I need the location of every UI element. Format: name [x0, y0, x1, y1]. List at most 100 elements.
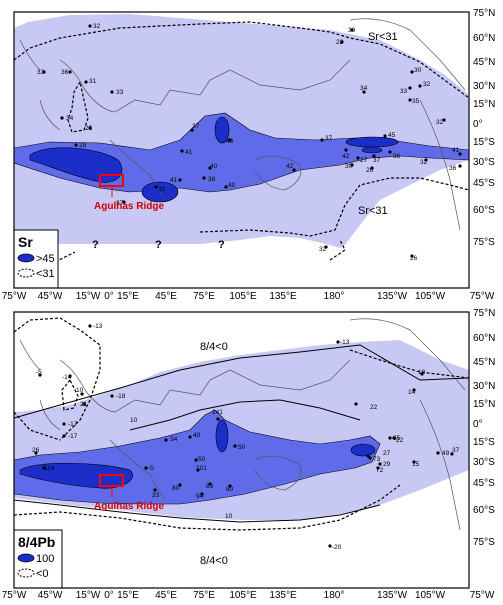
pb-map-panel: -13 -14 -5 -18 10 21 -17 -17 34 40 141 5…: [13, 311, 470, 589]
sr-point-label: 41: [170, 177, 178, 184]
sr-legend-low-label: <31: [36, 268, 55, 280]
sr-point-label: 36: [449, 165, 457, 172]
pb-point-label: 26: [32, 447, 40, 454]
lat-label: 15°N: [473, 399, 495, 410]
pb-point-label: 37: [452, 447, 460, 454]
top-lat-labels: 75°N 60°N 45°N 30°N 15°N 0° 15°S 30°S 45…: [473, 8, 495, 248]
lon-label: 180°: [324, 291, 345, 302]
pb-coastlines: [19, 318, 466, 531]
sr-point-label: 45: [388, 132, 396, 139]
lon-label: 75°W: [470, 590, 495, 600]
lon-label: 105°E: [229, 291, 257, 302]
lon-label: 45°E: [155, 291, 177, 302]
lon-label: 180°: [324, 590, 345, 600]
pb-point-label: -5: [36, 369, 42, 376]
lat-label: 75°S: [473, 537, 495, 548]
lat-label: 15°S: [473, 137, 495, 148]
pb-point-label: 22: [370, 404, 378, 411]
lon-label: 75°W: [2, 291, 27, 302]
sr-region-label-ne: Sr<31: [368, 31, 398, 43]
sr-point-label: 30: [345, 163, 353, 170]
lat-label: 60°N: [473, 33, 495, 44]
pb-legend: 8/4Pb 100 <0: [13, 529, 63, 589]
pb-map-frame: [13, 311, 470, 589]
lon-label: 15°W: [76, 291, 101, 302]
lat-label: 60°N: [473, 333, 495, 344]
sr-point-label: 34: [66, 115, 74, 122]
sr-point-label: 36: [61, 69, 69, 76]
sr-point-label: 38: [208, 176, 216, 183]
lon-label: 135°W: [377, 590, 408, 600]
pb-high-zone-atlantic: [19, 462, 133, 489]
sr-point-label: 30: [414, 67, 422, 74]
pb-point-label: 27: [383, 450, 391, 457]
lat-label: 30°N: [473, 81, 495, 92]
pb-high-zone-pacific: [350, 443, 376, 457]
sr-points: 32 28 30 33 36 31 33 34 28 29 37 34 30 3…: [37, 23, 462, 262]
sr-high-zone-pacific-2: [361, 146, 383, 154]
sr-point-label: 27: [360, 157, 368, 164]
sr-point-label: 46: [226, 138, 234, 145]
lat-label: 75°S: [473, 237, 495, 248]
lon-label: 15°E: [117, 291, 139, 302]
pb-legend-high-swatch: [17, 553, 35, 563]
lon-label: 75°W: [470, 291, 495, 302]
pb-point-label: 15: [412, 461, 420, 468]
sr-point-label: 32: [158, 186, 166, 193]
pb-point-label: 40: [193, 432, 201, 439]
sr-point-label: 32: [423, 81, 431, 88]
pb-point-label: 114: [44, 465, 55, 472]
pb-point-label: 80: [226, 486, 234, 493]
pb-region-label-n: 8/4<0: [200, 341, 228, 353]
pb-point-label: -13: [340, 339, 350, 346]
sr-legend: Sr >45 <31: [13, 229, 59, 289]
sr-unknown-mark: ?: [155, 239, 162, 251]
lat-label: 60°S: [473, 205, 495, 216]
lon-label: 75°W: [2, 590, 27, 600]
sr-point-label: 41: [185, 149, 193, 156]
sr-high-zone-indian: [214, 116, 230, 144]
lat-label: 15°N: [473, 99, 495, 110]
lon-label: 75°E: [193, 291, 215, 302]
lat-label: 45°S: [473, 478, 495, 489]
pb-point-label: -18: [116, 393, 126, 400]
pb-point-label: 18: [418, 369, 426, 376]
sr-point-label: 41: [452, 147, 460, 154]
pb-ridge-label: Agulhas Ridge: [94, 501, 164, 512]
sr-point-label: 26: [410, 255, 418, 262]
sr-point-label: 26: [366, 167, 374, 174]
sr-point-label: 32: [93, 23, 101, 30]
pb-point-label: 49: [442, 450, 450, 457]
lon-label: 15°W: [76, 590, 101, 600]
sr-unknown-mark: ?: [92, 239, 99, 251]
lat-label: 45°N: [473, 357, 495, 368]
sr-legend-low-swatch: [17, 268, 35, 278]
sr-point-label: 34: [360, 85, 368, 92]
lat-label: 30°N: [473, 381, 495, 392]
lat-label: 60°S: [473, 505, 495, 516]
pb-high-zone-indian: [215, 419, 229, 453]
lat-label: 75°N: [473, 308, 495, 319]
pb-point-label: 22: [396, 437, 404, 444]
lon-label: 75°E: [193, 590, 215, 600]
pb-points: -13 -14 -5 -18 10 21 -17 -17 34 40 141 5…: [32, 323, 460, 551]
pb-point-label: 50: [238, 444, 246, 451]
sr-coastlines: [19, 18, 466, 231]
sr-point-label: 32: [319, 246, 327, 253]
middle-lon-labels: 75°W 45°W 15°W 0° 15°E 45°E 75°E 105°E 1…: [2, 291, 495, 302]
pb-point-label: 29: [383, 461, 391, 468]
sr-point-label: 28: [336, 39, 344, 46]
pb-legend-high-label: 100: [36, 553, 54, 565]
sr-point-label: 37: [373, 157, 381, 164]
lat-label: 0°: [473, 419, 483, 430]
pb-point-label: 80: [172, 485, 180, 492]
pb-point-label: 14: [408, 389, 416, 396]
lon-label: 45°W: [38, 291, 63, 302]
bottom-lat-labels: 75°N 60°N 45°N 30°N 15°N 0° 15°S 30°S 45…: [473, 308, 495, 548]
sr-point-label: 33: [116, 89, 124, 96]
sr-point-label: 40: [210, 163, 218, 170]
sr-legend-title: Sr: [18, 234, 33, 250]
lat-label: 15°S: [473, 437, 495, 448]
pb-point-label: -5: [148, 465, 154, 472]
pb-point-label: 94: [196, 493, 204, 500]
